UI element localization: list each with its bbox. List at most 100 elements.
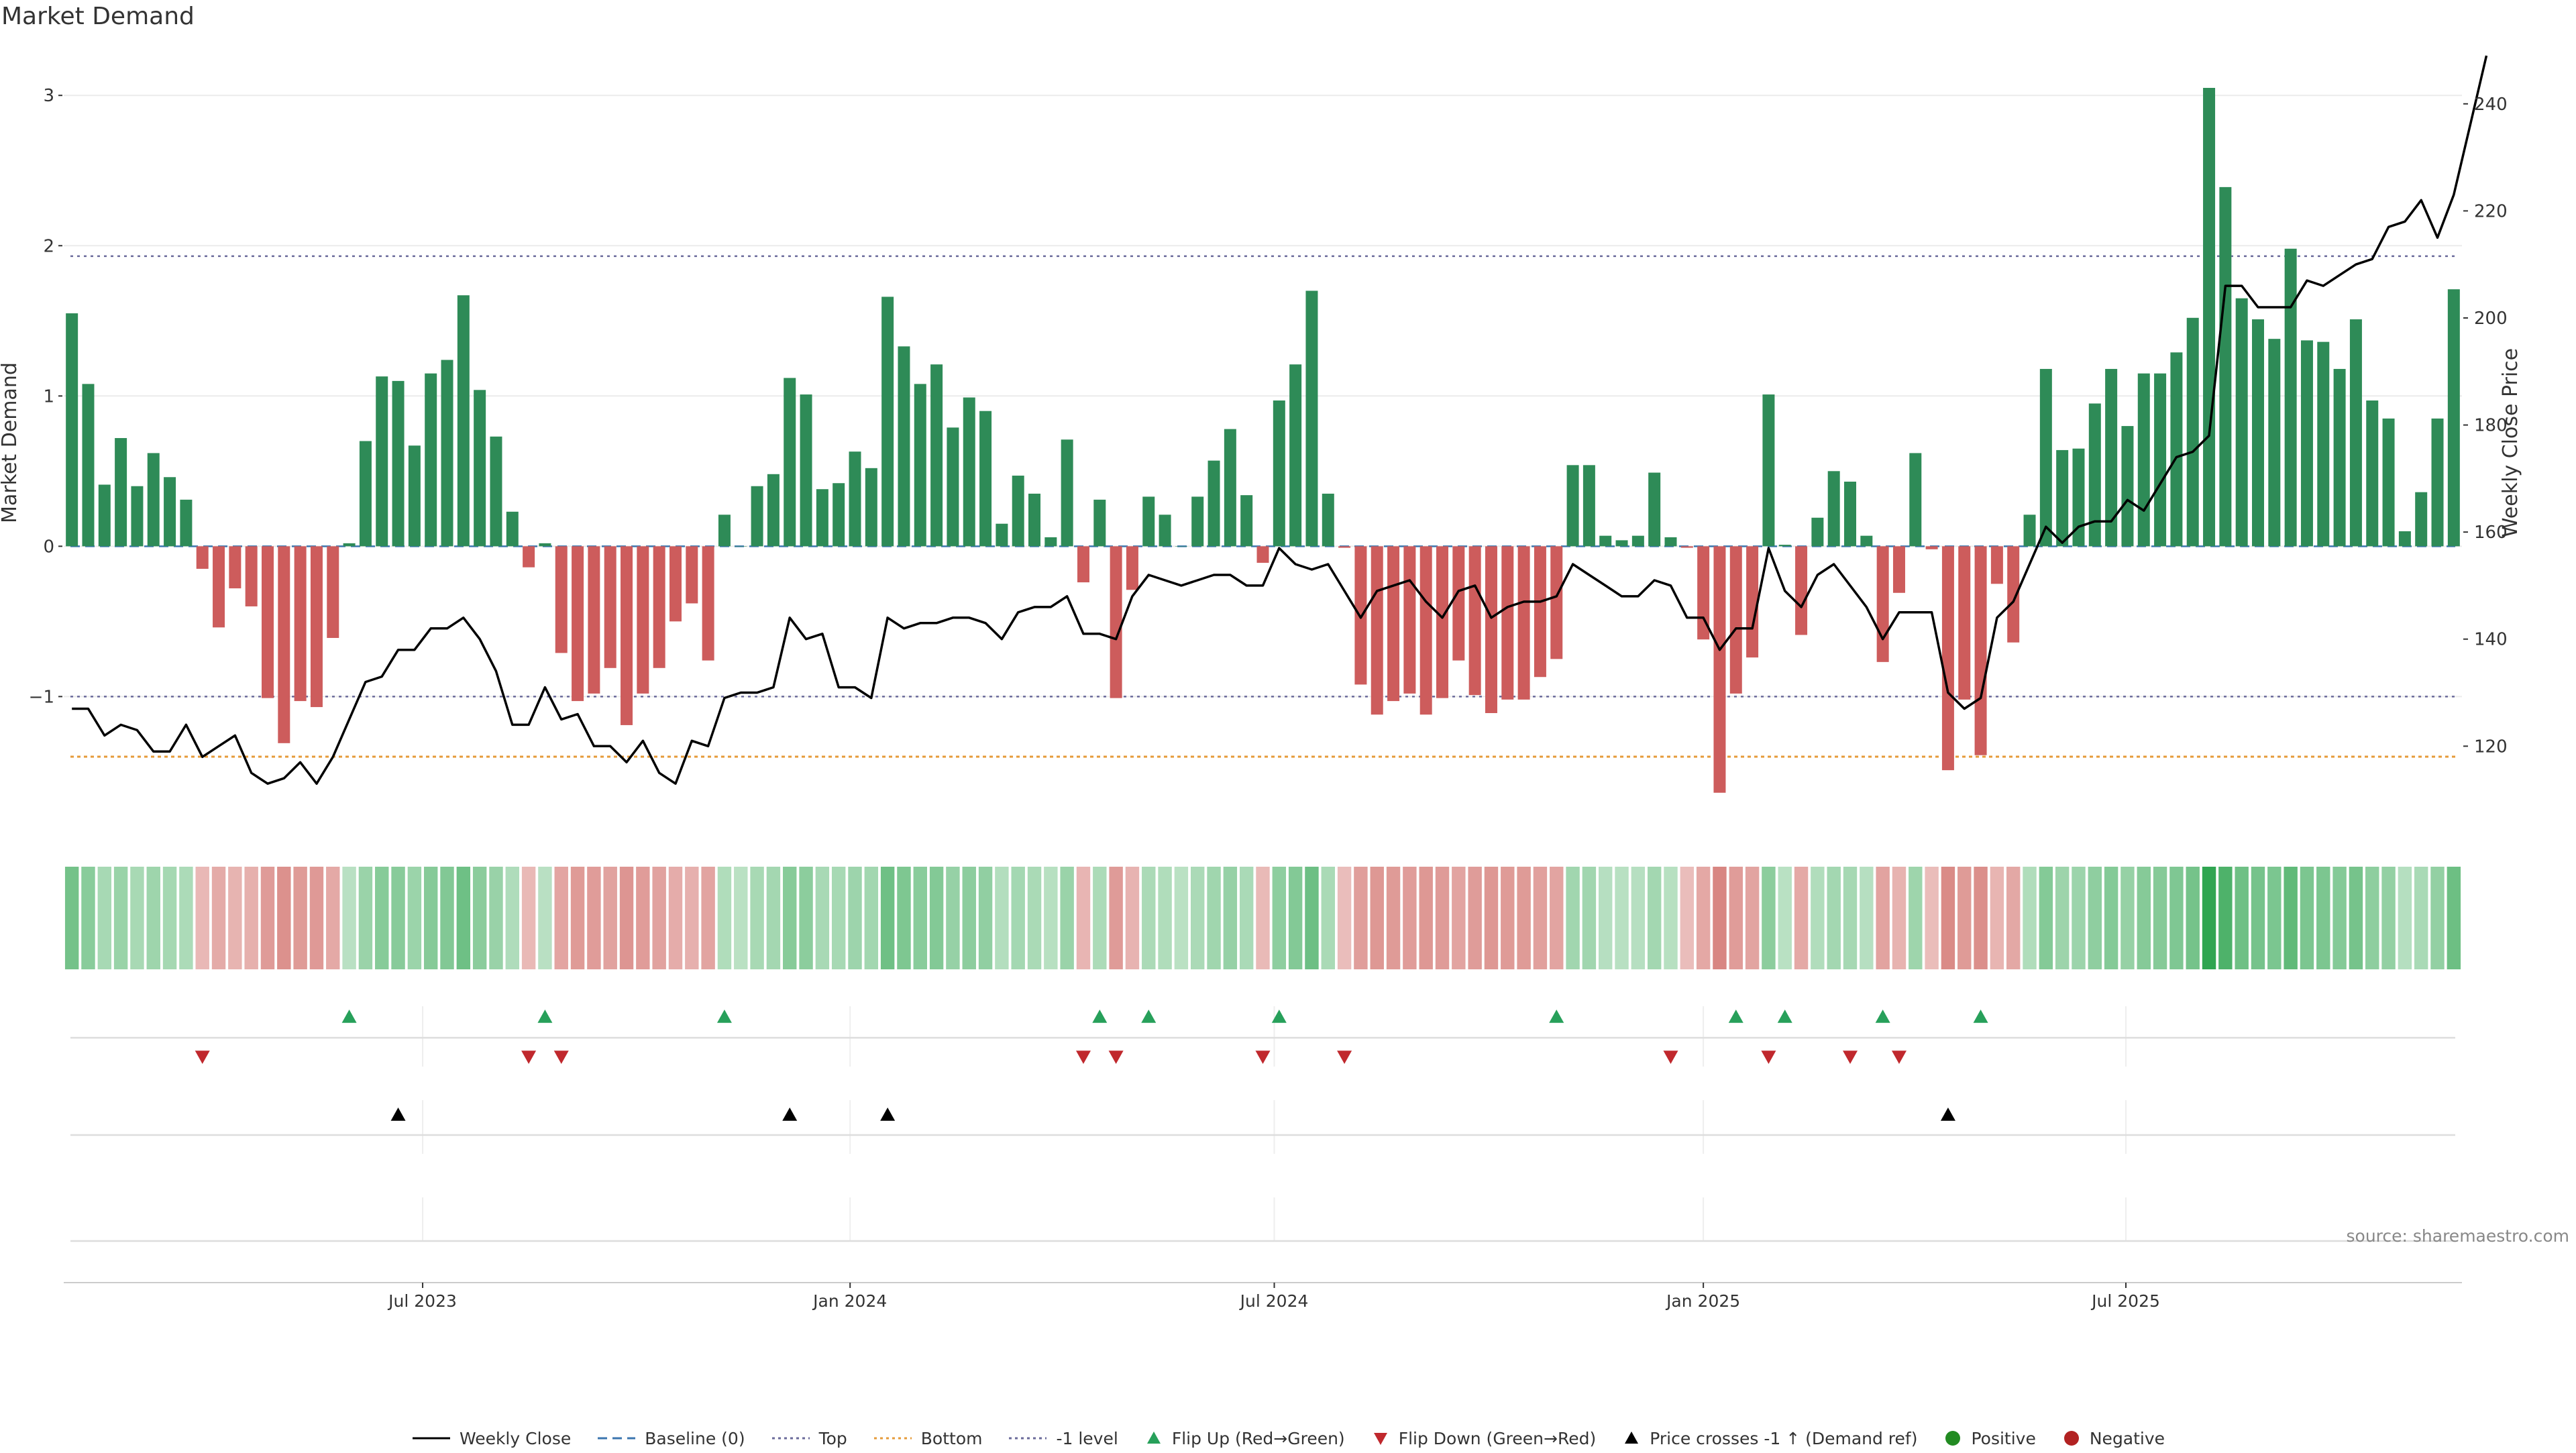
price-cross-marker [880,1108,896,1121]
demand-bar [131,486,144,547]
heat-cell [2006,867,2021,969]
heat-cell [375,867,389,969]
heat-cell [734,867,748,969]
demand-bar [474,390,486,547]
heat-cell [440,867,454,969]
demand-bars [66,88,2460,793]
demand-bar [2431,418,2444,547]
heat-cell [2169,867,2184,969]
demand-bar [702,546,714,661]
heat-cell [2121,867,2135,969]
main-gridlines [64,95,2462,698]
heat-cell [1142,867,1156,969]
heat-cell [1076,867,1091,969]
heat-cell [1941,867,1955,969]
heat-cell [554,867,568,969]
flip-up-marker [1092,1010,1108,1023]
heat-cell [97,867,112,969]
legend-label: Flip Up (Red→Green) [1171,1428,1345,1448]
demand-bar [2154,373,2167,547]
demand-bar [2284,248,2297,547]
heat-cell [2398,867,2412,969]
y-tick-label: 3 [43,86,54,106]
heat-cell [668,867,683,969]
heat-cell [1272,867,1287,969]
signal-panel-gridlines [70,1006,2455,1242]
heat-cell [864,867,879,969]
legend-item: Positive [1943,1428,2036,1448]
demand-bar [180,499,193,547]
demand-bar [1974,546,1987,755]
price-cross-marker [782,1108,798,1121]
demand-bar [2137,373,2150,547]
demand-bar [1909,453,1922,547]
flip-down-marker [1337,1051,1352,1064]
demand-bar [784,378,796,547]
demand-bar [2268,339,2281,547]
demand-bar [637,546,649,694]
heat-cell [293,867,307,969]
demand-bar [1305,290,1318,547]
demand-bar [98,484,111,547]
demand-bar [996,523,1008,547]
heat-cell [179,867,193,969]
heat-cell [1305,867,1319,969]
demand-bar [2105,368,2118,547]
heat-cell [995,867,1009,969]
legend-label: Positive [1971,1428,2036,1448]
heat-cell [146,867,160,969]
demand-bar [2203,88,2216,547]
heat-cell [570,867,585,969]
legend-symbol-icon [598,1437,636,1440]
price-cross-marker [390,1108,406,1121]
heat-cell [1664,867,1678,969]
heat-cell [1207,867,1221,969]
heat-cell [913,867,927,969]
demand-bar [1566,465,1579,547]
demand-bar [1468,546,1481,696]
demand-bar [1582,465,1595,547]
heat-cell [2072,867,2086,969]
demand-bar [2007,546,2020,643]
heat-cell [2251,867,2265,969]
demand-bar [751,486,763,547]
legend-label: Price crosses -1 ↑ (Demand ref) [1650,1428,1918,1448]
demand-bar [1958,546,1971,700]
heat-cell [2104,867,2118,969]
x-axis: Jul 2023 Jan 2024 Jul 2024 Jan 2025 Jul 2025 [64,1282,2462,1311]
demand-bar [1517,546,1530,700]
demand-bar [621,546,633,725]
flip-up-marker [341,1010,357,1023]
demand-bar [2415,492,2428,547]
demand-bar [1028,493,1041,547]
heat-cell [2300,867,2314,969]
demand-bar [1501,546,1514,700]
flip-up-marker [1271,1010,1287,1023]
legend-symbol-icon [1146,1432,1161,1444]
demand-bar [1713,546,1726,793]
demand-bar [1273,400,1285,547]
heat-cell [489,867,503,969]
heat-cell [195,867,209,969]
heat-cell [978,867,993,969]
heat-cell [1125,867,1140,969]
heat-cell [407,867,422,969]
y-axis-label: Market Demand [0,362,21,523]
heat-cell [2414,867,2428,969]
demand-bar [653,546,665,668]
heat-cell [1974,867,1988,969]
demand-bar [1240,495,1253,547]
heat-cell [2284,867,2298,969]
heat-cell [1909,867,1923,969]
demand-bar [1142,496,1155,547]
flip-down-marker [1075,1051,1091,1064]
demand-bar [1827,471,1840,547]
heat-cell [521,867,536,969]
legend-item: Price crosses -1 ↑ (Demand ref) [1621,1429,1917,1448]
heat-cell [2349,867,2363,969]
legend-item: Negative [2061,1429,2165,1448]
demand-bar [1550,546,1563,659]
heat-cell [2039,867,2053,969]
demand-bar [1387,546,1400,702]
demand-bar [1925,546,1938,549]
